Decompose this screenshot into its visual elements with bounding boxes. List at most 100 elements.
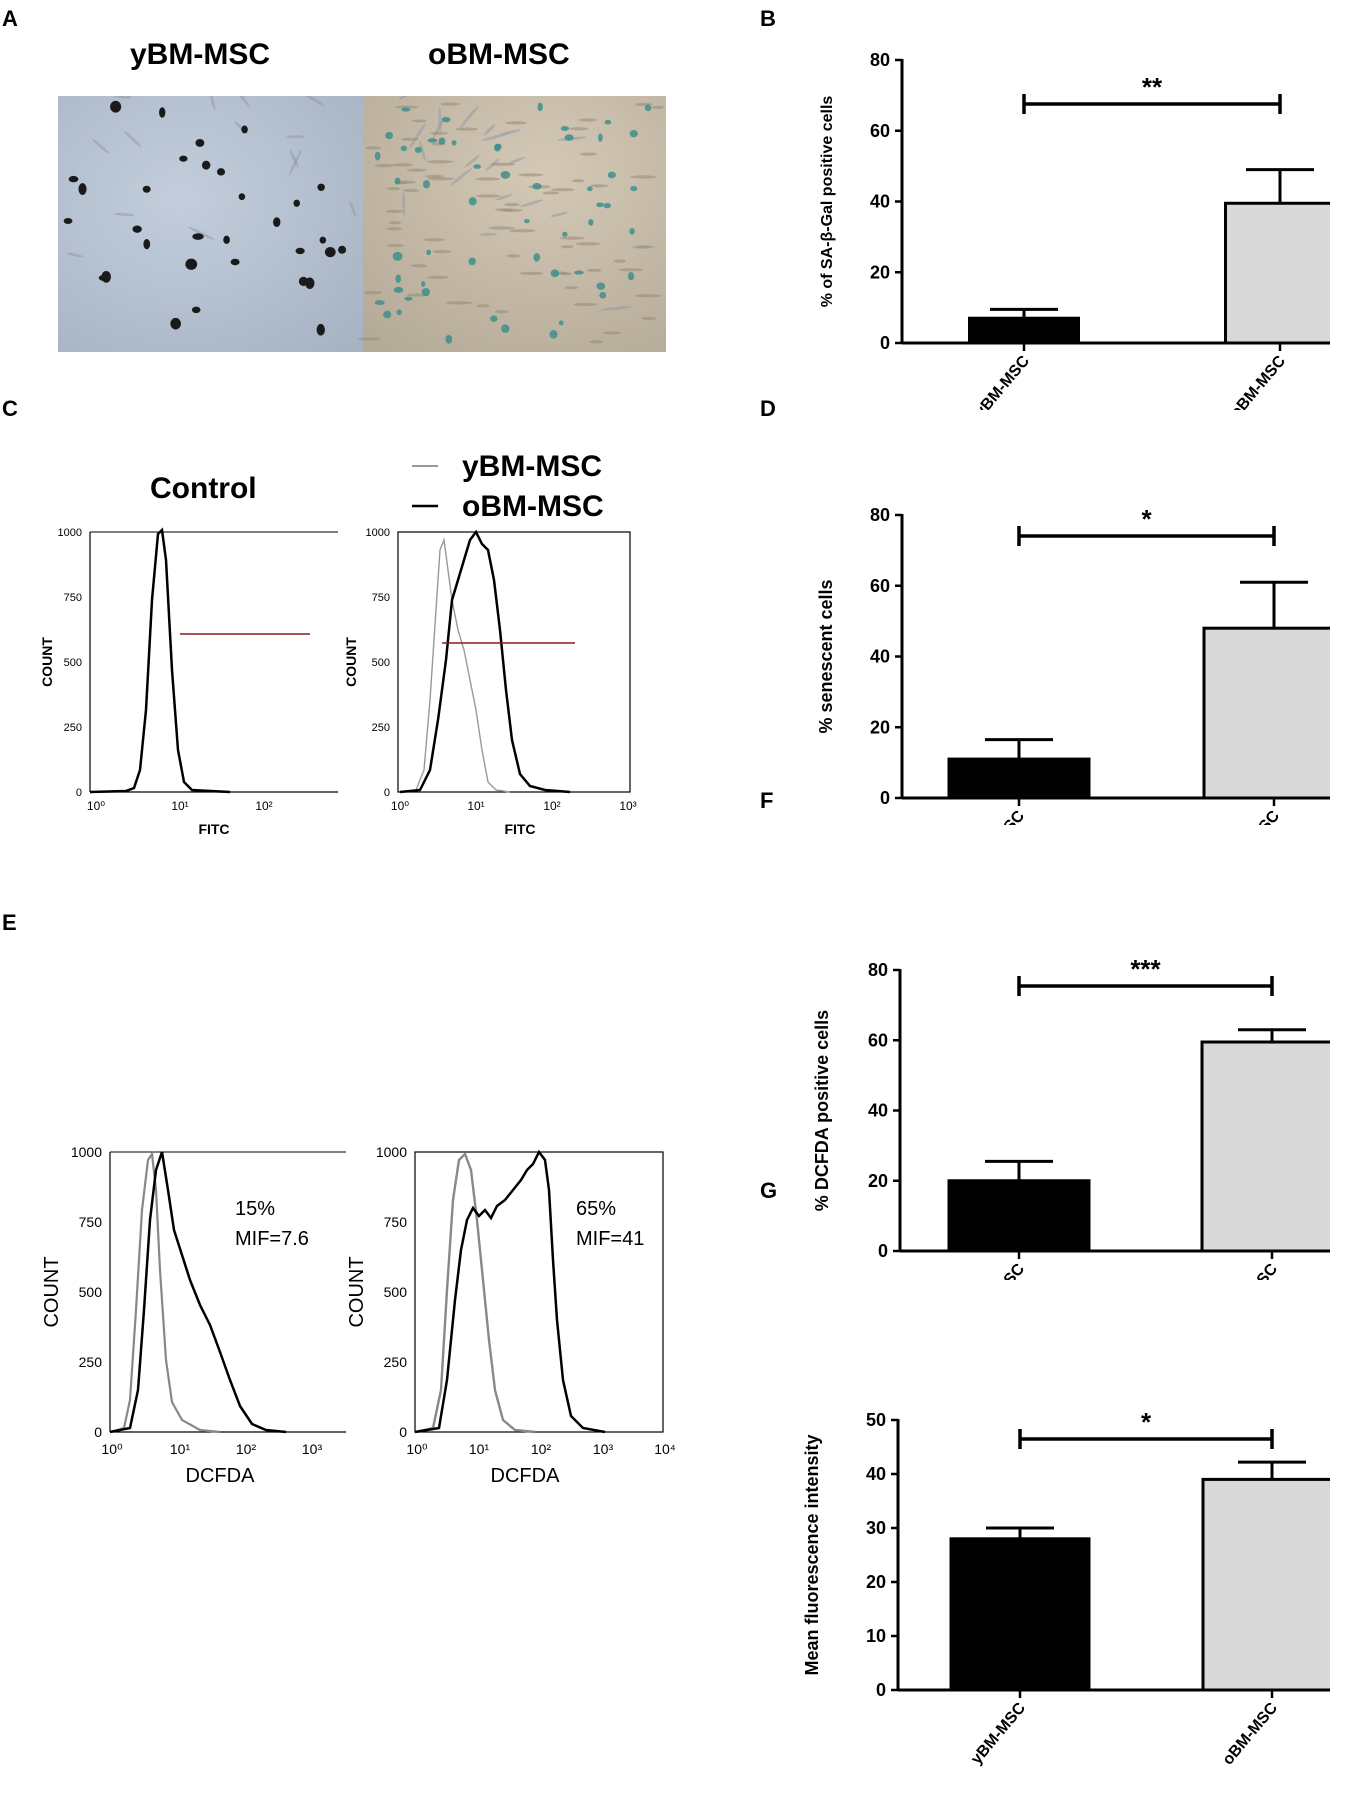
y-tick-label: 40 xyxy=(866,1464,886,1484)
panel-letter-g: G xyxy=(760,1178,778,1203)
svg-text:750: 750 xyxy=(64,592,82,604)
legend-label-young: yBM-MSC xyxy=(462,450,602,483)
bar-ybm-msc xyxy=(947,1179,1091,1253)
category-label: oBM-MSC xyxy=(1221,807,1283,825)
svg-text:10³: 10³ xyxy=(593,1441,614,1457)
svg-text:750: 750 xyxy=(384,1214,408,1230)
panel-letter-a: A xyxy=(2,6,18,31)
significance-label: *** xyxy=(1130,954,1161,984)
y-tick-label: 80 xyxy=(870,505,890,525)
category-label: yBM-MSC xyxy=(968,1699,1029,1767)
micrograph-old xyxy=(363,96,666,352)
plot-frame xyxy=(109,1151,346,1433)
y-tick-label: 80 xyxy=(870,50,890,70)
y-tick-label: 10 xyxy=(866,1626,886,1646)
histogram-e-old: 0 250 500 750 1000 10⁰ 10¹ 10² 10³ 10⁴ D… xyxy=(346,1144,676,1487)
y-tick-label: 20 xyxy=(870,262,890,282)
y-tick-label: 20 xyxy=(866,1572,886,1592)
flow-legend: yBM-MSC oBM-MSC xyxy=(412,450,604,523)
x-axis-label: DCFDA xyxy=(491,1465,561,1487)
svg-text:1000: 1000 xyxy=(376,1144,407,1160)
bar-chart-f: 0 20 40 60 80 % DCFDA positive cells yBM-MSC oB… xyxy=(812,954,1330,1280)
plot-frame xyxy=(89,531,338,793)
bar-ybm-msc xyxy=(949,1537,1091,1692)
bar-chart-g: 0 10 20 30 40 50 Mean fluorescence intensity yB… xyxy=(802,1407,1330,1768)
svg-text:10¹: 10¹ xyxy=(171,799,188,813)
x-axis-label: FITC xyxy=(504,821,535,837)
y-axis-label: COUNT xyxy=(39,637,55,687)
bar-chart-b: 0 20 40 60 80 % of SA-β-Gal positive cells yBM… xyxy=(819,50,1330,410)
svg-text:10²: 10² xyxy=(255,799,272,813)
y-axis-label: % senescent cells xyxy=(816,579,836,733)
x-ticks: 10⁰ 10¹ 10² 10³ xyxy=(391,799,637,813)
significance-label: * xyxy=(1141,1407,1152,1437)
category-label: yBM-MSC xyxy=(967,1260,1028,1280)
bar-ybm-msc xyxy=(968,316,1080,345)
svg-text:250: 250 xyxy=(64,722,82,734)
svg-text:500: 500 xyxy=(372,657,390,669)
y-tick-label: 60 xyxy=(870,576,890,596)
svg-text:1000: 1000 xyxy=(366,527,390,539)
svg-text:10⁴: 10⁴ xyxy=(654,1441,676,1457)
bar-ybm-msc xyxy=(947,757,1091,800)
category-label: yBM-MSC xyxy=(967,807,1028,825)
category-label: oBM-MSC xyxy=(1219,1260,1281,1280)
micrograph-label-young: yBM-MSC xyxy=(130,38,270,71)
svg-text:10⁰: 10⁰ xyxy=(101,1441,123,1457)
y-tick-label: 40 xyxy=(868,1101,888,1121)
significance-label: ** xyxy=(1142,72,1163,102)
y-tick-label: 0 xyxy=(880,788,890,808)
y-tick-label: 20 xyxy=(868,1171,888,1191)
category-label: yBM-MSC xyxy=(972,352,1033,410)
bar-chart-d: 0 20 40 60 80 % senescent cells yBM-MSC oBM-MSC… xyxy=(816,504,1330,825)
svg-text:1000: 1000 xyxy=(58,527,82,539)
percent-label: 15% xyxy=(235,1198,275,1220)
category-label: oBM-MSC xyxy=(1219,1699,1281,1768)
svg-text:10²: 10² xyxy=(543,799,560,813)
y-tick-label: 60 xyxy=(870,121,890,141)
y-tick-label: 40 xyxy=(870,647,890,667)
bar-obm-msc xyxy=(1202,626,1330,800)
svg-text:0: 0 xyxy=(399,1424,407,1440)
bar-obm-msc xyxy=(1224,201,1330,345)
mif-label: MIF=41 xyxy=(576,1228,644,1250)
svg-text:250: 250 xyxy=(372,722,390,734)
panel-letter-e: E xyxy=(2,910,17,935)
y-tick-label: 50 xyxy=(866,1410,886,1430)
panel-letter-d: D xyxy=(760,396,776,421)
y-tick-label: 0 xyxy=(878,1241,888,1261)
y-tick-label: 60 xyxy=(868,1030,888,1050)
control-histogram-line xyxy=(414,1151,536,1434)
y-tick-label: 40 xyxy=(870,192,890,212)
y-axis-label: COUNT xyxy=(41,1256,63,1327)
sample-histogram-line xyxy=(414,1149,606,1434)
plot-frame xyxy=(414,1151,664,1433)
y-tick-label: 0 xyxy=(876,1680,886,1700)
control-histogram-line xyxy=(109,1150,221,1434)
svg-text:0: 0 xyxy=(94,1424,102,1440)
svg-text:0: 0 xyxy=(384,787,390,799)
svg-text:10¹: 10¹ xyxy=(469,1441,490,1457)
mif-label: MIF=7.6 xyxy=(235,1228,309,1250)
micrograph-panel xyxy=(58,96,666,352)
svg-text:500: 500 xyxy=(384,1284,408,1300)
svg-text:500: 500 xyxy=(64,657,82,669)
histogram-c-samples: 0 250 500 750 1000 10⁰ 10¹ 10² 10³ FITC … xyxy=(343,527,637,837)
x-axis-label: DCFDA xyxy=(186,1465,256,1487)
old-cell-texture xyxy=(358,102,664,344)
svg-text:0: 0 xyxy=(76,787,82,799)
svg-text:500: 500 xyxy=(79,1284,103,1300)
y-axis-label: Mean fluorescence intensity xyxy=(802,1434,822,1675)
control-histogram-line xyxy=(89,527,231,794)
y-tick-label: 20 xyxy=(870,717,890,737)
y-ticks: 0 250 500 750 1000 xyxy=(71,1144,102,1440)
svg-text:750: 750 xyxy=(79,1214,103,1230)
svg-text:10³: 10³ xyxy=(302,1441,323,1457)
y-ticks: 0 250 500 750 1000 xyxy=(376,1144,407,1440)
x-axis-label: FITC xyxy=(198,821,229,837)
svg-text:10⁰: 10⁰ xyxy=(406,1441,428,1457)
micrograph-label-old: oBM-MSC xyxy=(428,38,570,71)
category-label: oBM-MSC xyxy=(1227,352,1289,410)
panel-letter-c: C xyxy=(2,396,18,421)
micrograph-young xyxy=(58,96,363,352)
